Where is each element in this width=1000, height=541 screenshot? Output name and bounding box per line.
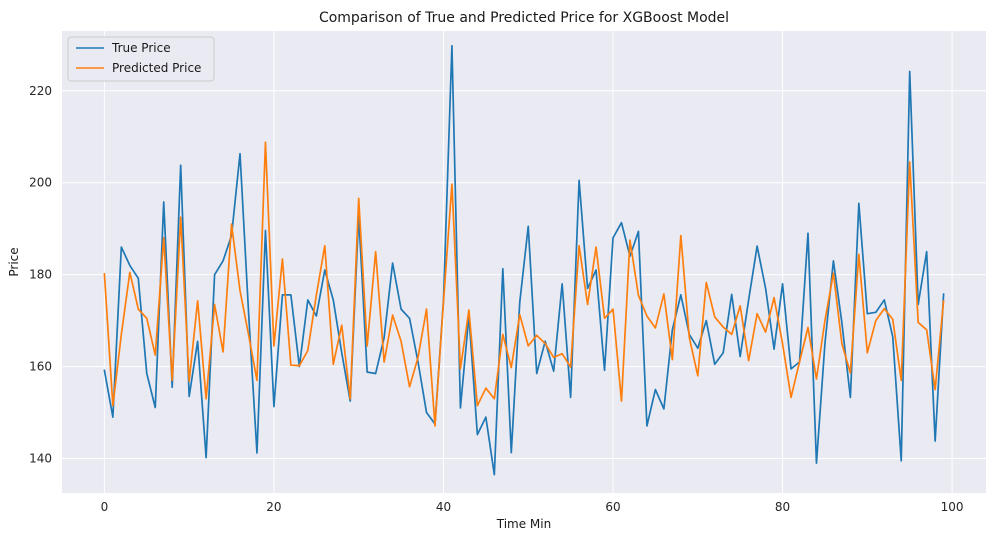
- x-tick-label: 60: [605, 500, 620, 514]
- x-tick-label: 0: [101, 500, 109, 514]
- legend-box: [67, 36, 215, 82]
- chart-title: Comparison of True and Predicted Price f…: [319, 10, 729, 26]
- y-axis-label: Price: [7, 247, 21, 276]
- x-tick-label: 40: [436, 500, 451, 514]
- y-tick-label: 200: [29, 176, 52, 190]
- legend-label-predicted-price: Predicted Price: [112, 61, 201, 75]
- x-axis-label: Time Min: [496, 517, 551, 531]
- y-tick-label: 220: [29, 84, 52, 98]
- series-line-predicted-price: [103, 141, 945, 427]
- legend-label-true-price: True Price: [111, 41, 171, 55]
- y-tick-label: 140: [29, 452, 52, 466]
- series-line-true-price: [103, 44, 945, 476]
- series-layer: [103, 44, 945, 476]
- y-tick-label: 160: [29, 360, 52, 374]
- x-tick-label: 80: [775, 500, 790, 514]
- x-tick-label: 100: [941, 500, 964, 514]
- y-tick-label: 180: [29, 268, 52, 282]
- tick-labels: 0 20 40 60 80 100 140 160 180 200 220: [29, 84, 963, 514]
- legend: True Price Predicted Price: [67, 36, 215, 82]
- x-tick-label: 20: [266, 500, 281, 514]
